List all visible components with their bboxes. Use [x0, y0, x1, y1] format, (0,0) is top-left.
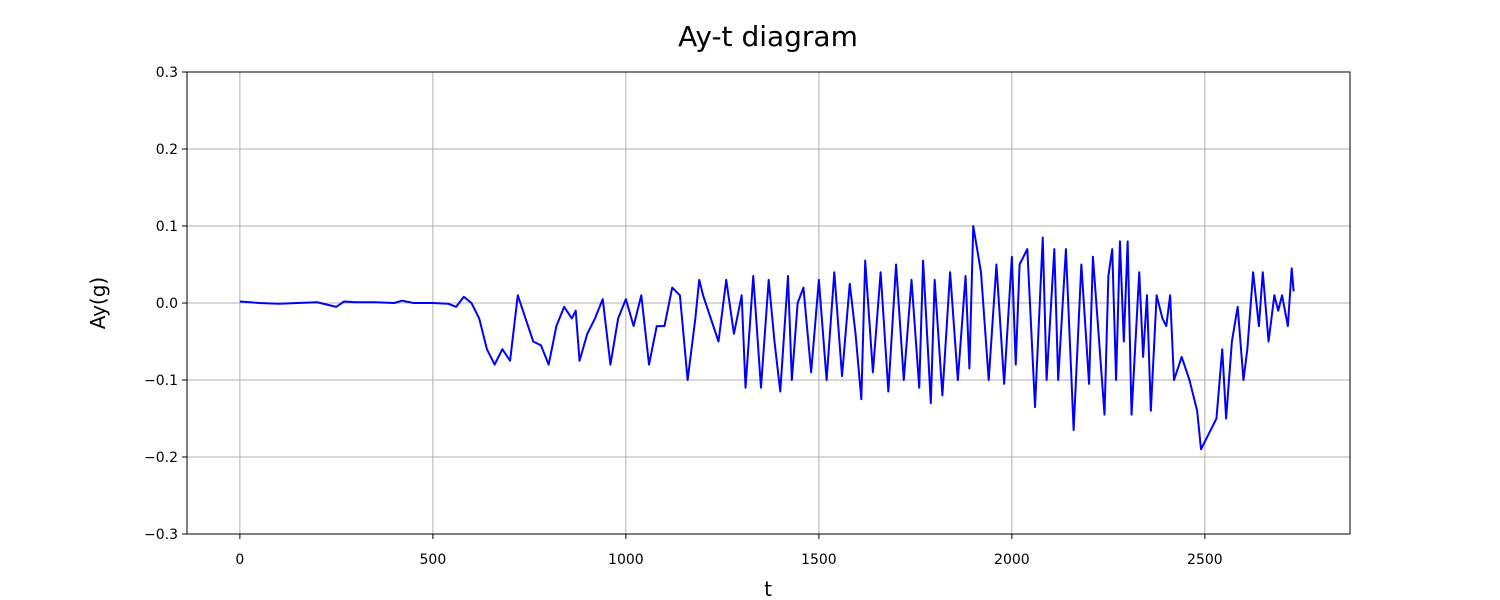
y-tick-label: −0.1 [144, 373, 178, 389]
y-tick-label: 0.3 [156, 65, 178, 81]
x-axis-label: t [764, 577, 772, 600]
x-tick-label: 2500 [1187, 552, 1223, 568]
x-tick-label: 0 [235, 552, 244, 568]
y-tick-label: −0.2 [144, 450, 178, 466]
x-tick-label: 2000 [994, 552, 1030, 568]
y-axis-label: Ay(g) [86, 277, 110, 329]
plot-frame [186, 71, 1351, 535]
y-tick-label: 0.1 [156, 219, 178, 235]
y-tick-label: −0.3 [144, 527, 178, 543]
data-line [239, 225, 1295, 451]
x-tick-label: 1000 [608, 552, 644, 568]
x-tick-label: 1500 [801, 552, 837, 568]
x-tick-label: 500 [420, 552, 447, 568]
chart-title: Ay-t diagram [678, 20, 858, 53]
y-tick-label: 0.0 [156, 296, 178, 312]
y-tick-label: 0.2 [156, 142, 178, 158]
